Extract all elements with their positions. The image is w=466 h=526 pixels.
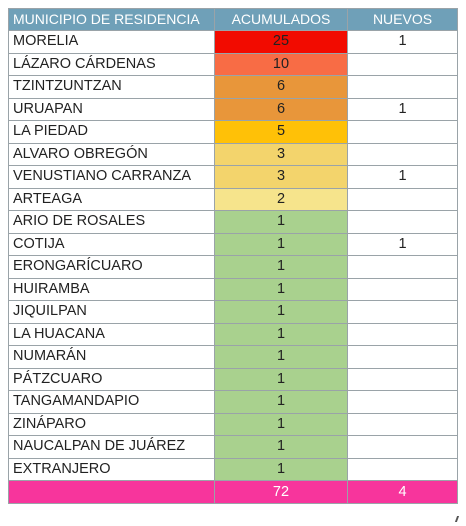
table-row: TANGAMANDAPIO 1	[8, 390, 458, 414]
municipio-cell: NAUCALPAN DE JUÁREZ	[8, 435, 215, 459]
nuevos-cell	[347, 412, 458, 436]
municipio-cell: LA PIEDAD	[8, 120, 215, 144]
acumulados-cell: 1	[214, 300, 348, 324]
acumulados-cell: 1	[214, 322, 348, 346]
nuevos-cell	[347, 142, 458, 166]
acumulados-cell: 10	[214, 52, 348, 76]
acumulados-cell: 6	[214, 97, 348, 121]
table-row: MORELIA 25 1	[8, 30, 458, 54]
nuevos-cell	[347, 52, 458, 76]
header-row: MUNICIPIO DE RESIDENCIA ACUMULADOS NUEVO…	[8, 8, 458, 31]
table-row: EXTRANJERO 1	[8, 457, 458, 481]
municipio-cell: ARTEAGA	[8, 187, 215, 211]
acumulados-cell: 1	[214, 232, 348, 256]
header-nuevos: NUEVOS	[347, 8, 458, 31]
municipio-cell: EXTRANJERO	[8, 457, 215, 481]
acumulados-cell: 1	[214, 390, 348, 414]
municipio-cell: URUAPAN	[8, 97, 215, 121]
municipio-cell: TANGAMANDAPIO	[8, 390, 215, 414]
municipio-cell: NUMARÁN	[8, 345, 215, 369]
table-row: ERONGARÍCUARO 1	[8, 255, 458, 279]
table-row: ARIO DE ROSALES 1	[8, 210, 458, 234]
acumulados-cell: 25	[214, 30, 348, 54]
municipio-cell: MORELIA	[8, 30, 215, 54]
table-row: LÁZARO CÁRDENAS 10	[8, 52, 458, 76]
acumulados-cell: 1	[214, 367, 348, 391]
cases-by-municipality-table: MUNICIPIO DE RESIDENCIA ACUMULADOS NUEVO…	[8, 8, 458, 504]
table-row: JIQUILPAN 1	[8, 300, 458, 324]
acumulados-cell: 6	[214, 75, 348, 99]
nuevos-cell	[347, 187, 458, 211]
table-row: COTIJA 1 1	[8, 232, 458, 256]
nuevos-cell	[347, 367, 458, 391]
table-row: NAUCALPAN DE JUÁREZ 1	[8, 435, 458, 459]
nuevos-cell	[347, 120, 458, 144]
nuevos-cell: 1	[347, 165, 458, 189]
municipio-cell: COTIJA	[8, 232, 215, 256]
acumulados-cell: 1	[214, 255, 348, 279]
acumulados-cell: 1	[214, 412, 348, 436]
acumulados-cell: 1	[214, 210, 348, 234]
acumulados-cell: 1	[214, 435, 348, 459]
table-row: NUMARÁN 1	[8, 345, 458, 369]
nuevos-cell	[347, 457, 458, 481]
municipio-cell: ZINÁPARO	[8, 412, 215, 436]
nuevos-cell	[347, 390, 458, 414]
nuevos-cell	[347, 75, 458, 99]
acumulados-cell: 1	[214, 277, 348, 301]
total-label	[8, 480, 215, 504]
table-row: VENUSTIANO CARRANZA 3 1	[8, 165, 458, 189]
nuevos-cell: 1	[347, 97, 458, 121]
nuevos-cell	[347, 277, 458, 301]
acumulados-cell: 3	[214, 142, 348, 166]
table-row: TZINTZUNTZAN 6	[8, 75, 458, 99]
municipio-cell: LA HUACANA	[8, 322, 215, 346]
acumulados-cell: 3	[214, 165, 348, 189]
table-row: URUAPAN 6 1	[8, 97, 458, 121]
acumulados-cell: 1	[214, 345, 348, 369]
table-row: ZINÁPARO 1	[8, 412, 458, 436]
municipio-cell: HUIRAMBA	[8, 277, 215, 301]
municipio-cell: TZINTZUNTZAN	[8, 75, 215, 99]
total-acumulados: 72	[214, 480, 348, 504]
total-nuevos: 4	[347, 480, 458, 504]
table-body: MORELIA 25 1 LÁZARO CÁRDENAS 10 TZINTZUNTZAN 6…	[8, 30, 458, 481]
acumulados-cell: 1	[214, 457, 348, 481]
municipio-cell: ERONGARÍCUARO	[8, 255, 215, 279]
municipio-cell: ALVARO OBREGÓN	[8, 142, 215, 166]
total-row: 72 4	[8, 480, 458, 504]
nuevos-cell: 1	[347, 30, 458, 54]
table-row: LA HUACANA 1	[8, 322, 458, 346]
nuevos-cell	[347, 210, 458, 234]
table-row: PÁTZCUARO 1	[8, 367, 458, 391]
municipio-cell: JIQUILPAN	[8, 300, 215, 324]
table-row: HUIRAMBA 1	[8, 277, 458, 301]
municipio-cell: VENUSTIANO CARRANZA	[8, 165, 215, 189]
table-row: ARTEAGA 2	[8, 187, 458, 211]
nuevos-cell: 1	[347, 232, 458, 256]
cases-table-container: MUNICIPIO DE RESIDENCIA ACUMULADOS NUEVO…	[8, 8, 458, 504]
acumulados-cell: 5	[214, 120, 348, 144]
header-acumulados: ACUMULADOS	[214, 8, 348, 31]
page-mark	[454, 516, 464, 522]
municipio-cell: ARIO DE ROSALES	[8, 210, 215, 234]
table-row: ALVARO OBREGÓN 3	[8, 142, 458, 166]
nuevos-cell	[347, 322, 458, 346]
nuevos-cell	[347, 435, 458, 459]
header-municipio: MUNICIPIO DE RESIDENCIA	[8, 8, 215, 31]
municipio-cell: PÁTZCUARO	[8, 367, 215, 391]
table-row: LA PIEDAD 5	[8, 120, 458, 144]
acumulados-cell: 2	[214, 187, 348, 211]
nuevos-cell	[347, 255, 458, 279]
municipio-cell: LÁZARO CÁRDENAS	[8, 52, 215, 76]
nuevos-cell	[347, 300, 458, 324]
nuevos-cell	[347, 345, 458, 369]
